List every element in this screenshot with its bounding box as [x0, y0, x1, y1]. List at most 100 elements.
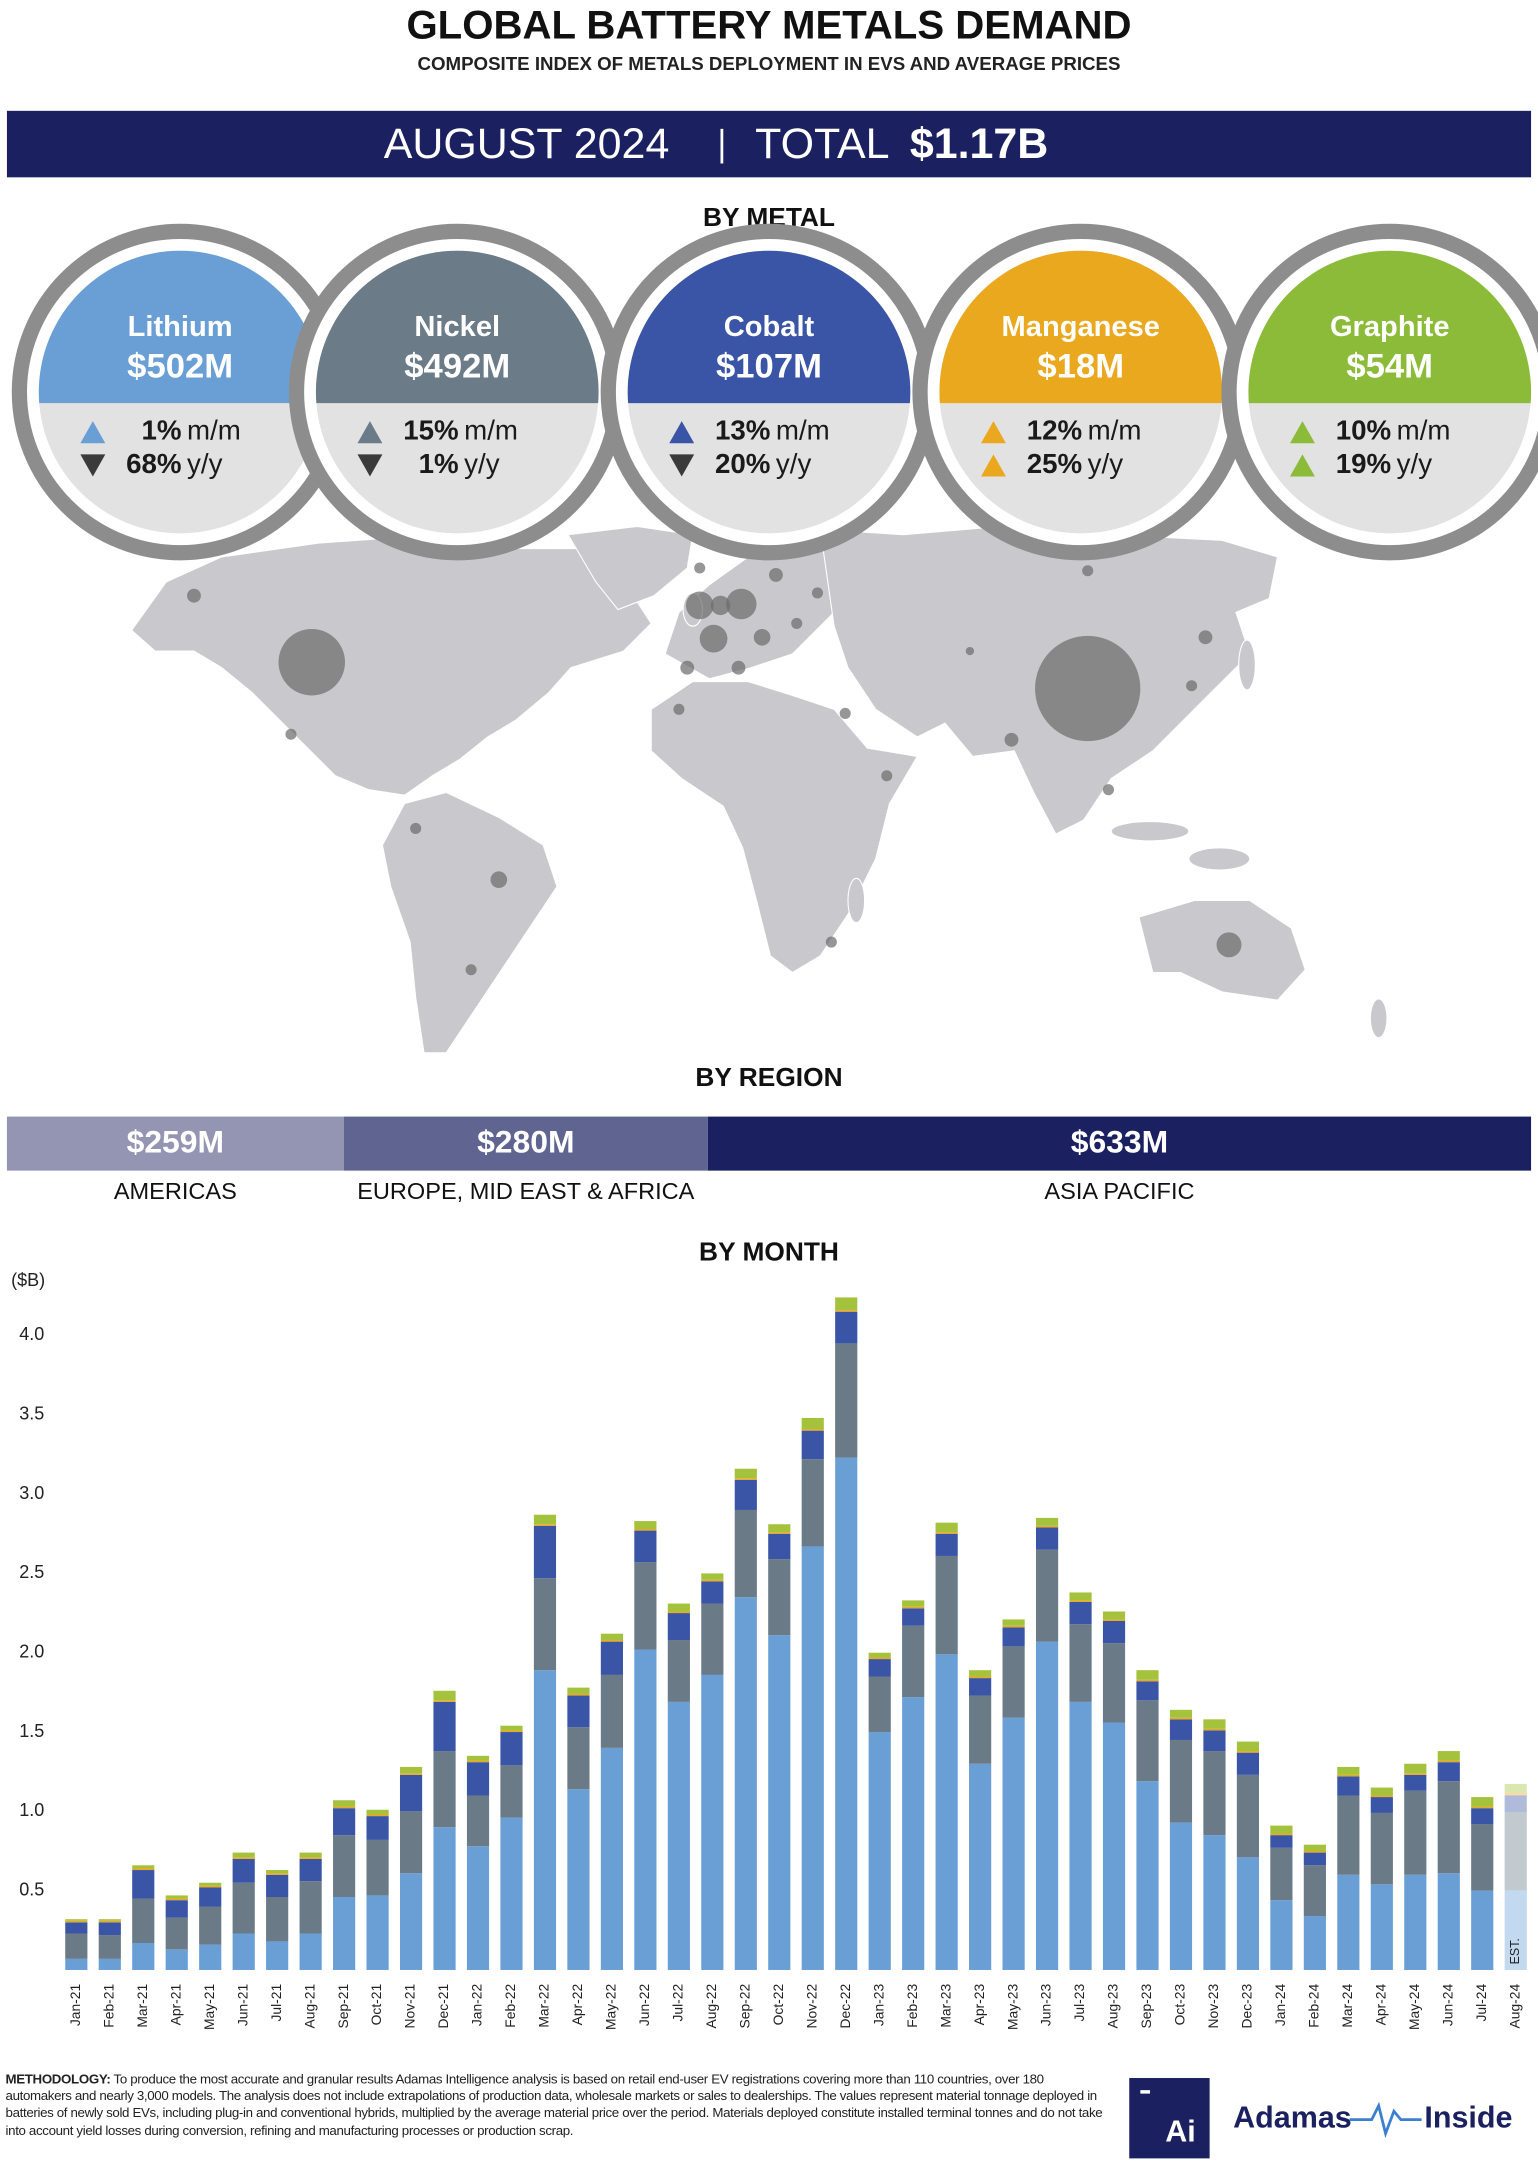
change-arrow [980, 454, 1006, 477]
bar-segment [1136, 1679, 1159, 1682]
bar-segment [500, 1732, 523, 1766]
bar-segment [1035, 1527, 1059, 1550]
change-arrow [669, 454, 695, 477]
change-unit: m/m [1397, 415, 1451, 446]
bar-segment [199, 1882, 222, 1886]
badge-body [627, 250, 911, 534]
bar-segment [1270, 1833, 1293, 1836]
bar-segment [266, 1870, 289, 1874]
bar-segment [165, 1917, 188, 1950]
bar-segment [1236, 1752, 1260, 1775]
bar-segment [1370, 1795, 1393, 1798]
x-tick-label: Jan-24 [1272, 1984, 1288, 2027]
bar-segment [299, 1857, 322, 1859]
bar-segment [366, 1895, 389, 1970]
bar-segment [1471, 1824, 1494, 1891]
change-unit: y/y [1088, 448, 1124, 479]
bar-segment [1270, 1900, 1293, 1970]
bar-segment [1270, 1825, 1293, 1834]
bar-segment [199, 1944, 222, 1970]
bar-segment [801, 1417, 824, 1430]
bar-segment [1203, 1728, 1226, 1731]
bar-segment [1136, 1700, 1159, 1782]
bar-segment [333, 1808, 356, 1836]
bar-segment [734, 1479, 757, 1510]
change-arrow [1289, 454, 1315, 477]
x-tick-label: May-24 [1406, 1984, 1422, 2030]
bar-segment [65, 1920, 88, 1923]
section-title: BY MONTH [699, 1237, 839, 1267]
bar-segment [1002, 1619, 1025, 1626]
world-map [130, 525, 1388, 1054]
change-arrow [1289, 421, 1315, 444]
x-tick-label: Oct-21 [368, 1984, 384, 2026]
bar-segment [1102, 1611, 1126, 1620]
bar-segment [868, 1732, 891, 1970]
bar-segment [399, 1811, 423, 1874]
bar-segment [1203, 1730, 1226, 1752]
metal-badge: Cobalt $107M 13% m/m20% y/y [600, 223, 938, 561]
x-tick-label: Jul-23 [1071, 1984, 1087, 2022]
bar-segment [734, 1468, 757, 1479]
change-arrow [980, 421, 1006, 444]
bar-segment [567, 1695, 590, 1728]
change-unit: m/m [1088, 415, 1142, 446]
estimate-note: EST. [1508, 1938, 1522, 1964]
bar-segment [333, 1835, 356, 1898]
bar-segment [1404, 1773, 1427, 1775]
metal-value: $54M [1346, 348, 1433, 386]
bar-segment [98, 1922, 121, 1936]
bar-segment [1102, 1643, 1126, 1723]
x-tick-label: Jul-22 [670, 1984, 686, 2022]
metal-value: $107M [716, 348, 822, 386]
bar-segment [1504, 1890, 1527, 1970]
x-tick-label: Nov-21 [402, 1984, 418, 2029]
metal-name: Graphite [1330, 311, 1450, 343]
bar-segment [734, 1509, 757, 1598]
bar-segment [1471, 1808, 1494, 1825]
bar-segment [1471, 1806, 1494, 1809]
bar-segment [1169, 1822, 1193, 1970]
bar-segment [801, 1430, 824, 1460]
x-tick-label: Aug-24 [1506, 1984, 1522, 2029]
bar-segment [801, 1459, 824, 1547]
bar-segment [199, 1906, 222, 1945]
x-tick-label: Jun-22 [636, 1984, 652, 2026]
metal-value: $492M [404, 348, 510, 386]
x-tick-label: Feb-24 [1306, 1984, 1322, 2028]
bar-segment [1437, 1762, 1460, 1782]
y-axis-label: ($B) [11, 1270, 45, 1290]
x-tick-label: Jan-23 [870, 1984, 886, 2027]
bar-segment [935, 1532, 958, 1534]
y-tick-label: 1.5 [19, 1721, 44, 1741]
change-value: 25% [1027, 448, 1082, 479]
bar-segment [868, 1657, 891, 1660]
x-tick-label: Nov-23 [1205, 1984, 1221, 2029]
bar-segment [1069, 1624, 1092, 1702]
bar-segment [701, 1603, 724, 1675]
bar-segment [1404, 1763, 1427, 1774]
bar-segment [835, 1343, 858, 1458]
x-tick-label: Dec-23 [1239, 1984, 1255, 2029]
region-name: EUROPE, MID EAST & AFRICA [357, 1178, 694, 1204]
bar-segment [701, 1573, 724, 1580]
bar-segment [734, 1597, 757, 1970]
x-tick-label: Apr-23 [971, 1984, 987, 2026]
bar-segment [299, 1852, 322, 1858]
bar-segment [935, 1555, 958, 1655]
region-name: AMERICAS [114, 1178, 237, 1204]
bar-segment [366, 1839, 389, 1896]
bar-segment [333, 1897, 356, 1970]
metal-name: Lithium [128, 311, 233, 343]
bar-segment [466, 1755, 490, 1761]
change-arrow [357, 421, 383, 444]
region-name: ASIA PACIFIC [1044, 1178, 1194, 1204]
bar-segment [366, 1816, 389, 1840]
bar-segment [399, 1774, 423, 1812]
bar-segment [1136, 1681, 1159, 1701]
bar-segment [1437, 1781, 1460, 1874]
bar-segment [1270, 1835, 1293, 1848]
bar-segment [232, 1933, 255, 1970]
bar-segment [1504, 1812, 1527, 1891]
bar-segment [266, 1897, 289, 1942]
